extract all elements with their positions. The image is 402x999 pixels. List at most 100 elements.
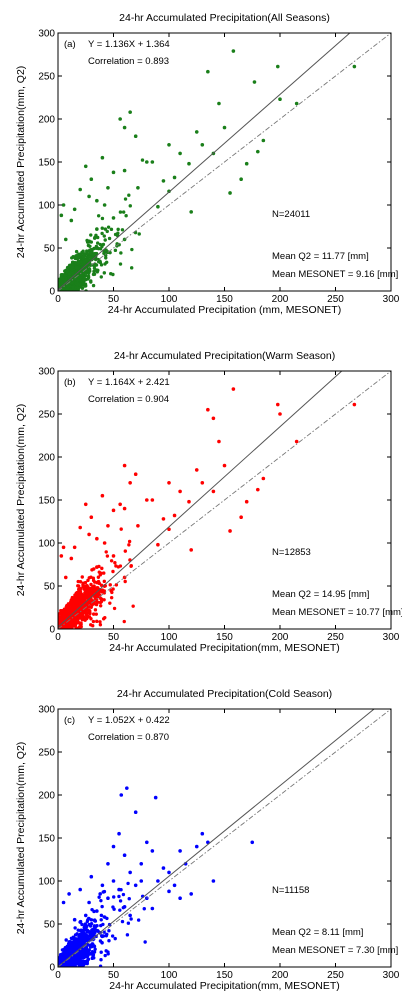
data-point xyxy=(275,402,280,407)
data-point xyxy=(143,940,147,944)
data-point xyxy=(116,227,120,232)
data-point xyxy=(66,284,70,289)
data-point xyxy=(81,955,86,960)
data-point xyxy=(76,594,80,598)
data-point xyxy=(89,582,93,587)
data-point xyxy=(101,242,106,247)
x-tick-label: 150 xyxy=(216,294,233,305)
y-tick-label: 50 xyxy=(44,920,56,931)
data-point xyxy=(200,831,205,836)
data-point xyxy=(130,247,134,252)
data-point xyxy=(69,607,73,611)
x-tick-label: 250 xyxy=(327,294,344,305)
data-point xyxy=(72,545,77,550)
data-point xyxy=(109,559,114,563)
data-point xyxy=(104,253,108,258)
x-tick-label: 300 xyxy=(383,632,400,643)
data-point xyxy=(102,889,107,894)
data-point xyxy=(81,960,86,964)
data-point xyxy=(83,913,88,918)
one-to-one-line xyxy=(58,371,391,629)
data-point xyxy=(87,590,92,594)
data-point xyxy=(91,272,96,277)
data-point xyxy=(64,276,68,281)
data-point xyxy=(78,600,83,605)
data-point xyxy=(88,248,92,252)
data-point xyxy=(93,596,97,600)
data-point xyxy=(161,179,166,183)
data-point xyxy=(79,593,84,597)
data-point xyxy=(200,481,205,485)
data-point xyxy=(60,281,65,285)
data-point xyxy=(194,468,199,472)
data-point xyxy=(78,586,83,591)
data-point xyxy=(67,892,71,896)
y-axis-label: 24-hr Accumulated Precipitation(mm, Q2) xyxy=(15,742,27,935)
data-point xyxy=(114,583,119,587)
data-point xyxy=(119,527,123,531)
data-point xyxy=(106,225,111,229)
y-tick-label: 150 xyxy=(38,834,55,845)
correlation-label: Correlation = 0.904 xyxy=(88,394,169,405)
x-tick-label: 100 xyxy=(161,970,178,981)
y-tick-label: 150 xyxy=(38,496,55,507)
data-point xyxy=(99,923,103,928)
data-point xyxy=(89,177,94,181)
data-point xyxy=(83,502,88,507)
data-point xyxy=(72,948,76,953)
y-tick-label: 200 xyxy=(38,453,55,464)
data-point xyxy=(105,932,109,937)
mean-q2-label: Mean Q2 = 14.95 [mm] xyxy=(272,589,369,600)
x-tick-label: 150 xyxy=(216,970,233,981)
data-point xyxy=(88,943,92,948)
sample-size-label: N=12853 xyxy=(272,547,311,558)
data-point xyxy=(71,620,75,625)
x-tick-label: 100 xyxy=(161,632,178,643)
data-point xyxy=(91,619,96,624)
data-point xyxy=(122,463,127,468)
data-point xyxy=(85,961,89,966)
data-point xyxy=(93,608,98,612)
data-point xyxy=(222,463,227,468)
mean-mesonet-label: Mean MESONET = 10.77 [mm] xyxy=(272,607,402,618)
data-point xyxy=(93,580,97,584)
data-point xyxy=(91,954,95,958)
data-point xyxy=(133,810,138,814)
x-tick-label: 250 xyxy=(327,632,344,643)
data-point xyxy=(125,933,130,937)
data-point xyxy=(294,101,299,106)
y-tick-label: 0 xyxy=(49,625,55,636)
fit-line xyxy=(58,371,343,628)
data-point xyxy=(60,276,64,280)
data-point xyxy=(86,934,90,938)
data-point xyxy=(109,595,114,600)
data-point xyxy=(86,585,90,589)
data-point xyxy=(88,609,92,613)
data-point xyxy=(137,232,141,236)
data-point xyxy=(80,937,85,942)
data-point xyxy=(231,387,236,391)
data-point xyxy=(136,918,141,922)
data-point xyxy=(79,253,83,257)
data-point xyxy=(211,416,216,421)
data-point xyxy=(100,566,104,571)
sample-size-label: N=24011 xyxy=(272,209,310,220)
data-point xyxy=(189,892,193,896)
data-point xyxy=(64,609,68,613)
data-point xyxy=(82,261,87,265)
y-tick-label: 0 xyxy=(49,287,55,298)
data-point xyxy=(74,249,79,254)
data-point xyxy=(71,255,75,259)
one-to-one-line xyxy=(58,33,391,291)
data-point xyxy=(88,598,93,602)
data-point xyxy=(78,525,82,530)
x-tick-label: 0 xyxy=(55,632,61,643)
data-point xyxy=(83,590,88,594)
data-point xyxy=(239,177,243,181)
data-point xyxy=(72,936,77,941)
data-point xyxy=(69,281,74,285)
data-point xyxy=(73,933,78,937)
data-point xyxy=(83,164,88,169)
data-point xyxy=(178,896,182,900)
